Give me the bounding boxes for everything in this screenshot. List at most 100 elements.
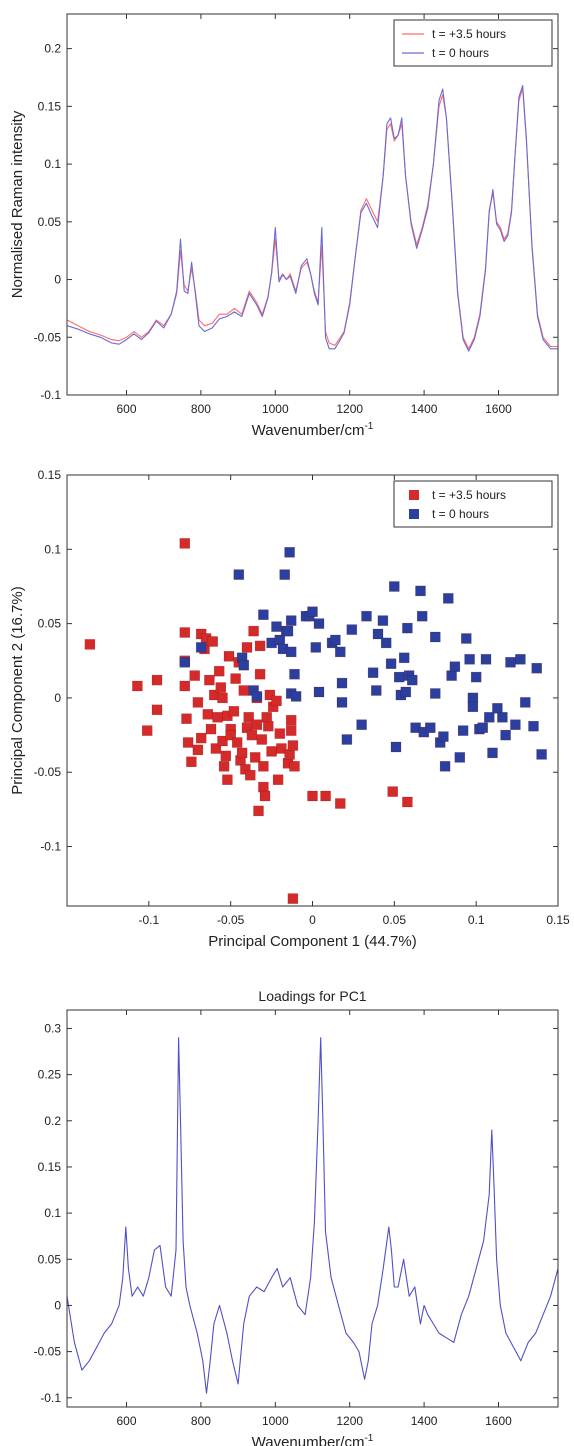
x-tick-label: 600 [116,402,136,416]
scatter-point-series2 [346,624,358,635]
scatter-point-series2 [528,720,539,732]
scatter-point-series2 [415,585,426,597]
legend-box [393,19,553,67]
chart-3-plot-area [66,1037,559,1394]
y-tick-label: -0.05 [34,765,62,779]
scatter-point-series2 [356,719,367,730]
chart-3: 600 800 1000 1200 1400 1600 -0.1 -0.05 0 0.05 0.1 0… [34,988,559,1446]
x-tick-label: 1000 [262,402,289,416]
x-tick-label: 0.15 [546,913,570,927]
scatter-point-series2 [439,761,451,772]
scatter-point-series2 [341,734,353,745]
scatter-point-series2 [520,697,531,708]
y-tick-label: 0.2 [44,42,61,56]
scatter-point-series1 [254,640,266,652]
scatter-point-series2 [467,701,479,713]
scatter-point-series2 [497,712,508,723]
scatter-point-series2 [430,688,441,699]
y-tick-label: -0.1 [40,840,61,854]
legend-label: t = +3.5 hours [432,488,506,502]
x-axis-label: Wavenumber/cm-1 [252,1433,374,1446]
x-axis-label: Principal Component 1 (44.7%) [208,933,416,950]
scatter-point-series1 [218,761,230,772]
y-tick-label: -0.05 [34,1345,62,1359]
scatter-point-series2 [430,631,441,643]
scatter-point-series2 [238,659,250,671]
scatter-point-series1 [223,651,235,662]
scatter-point-series1 [253,805,264,817]
scatter-point-series1 [256,734,268,745]
scatter-point-series1 [335,798,346,809]
scatter-point-series1 [258,761,269,772]
series-line-1 [66,1037,559,1394]
y-tick-label: 0.05 [38,617,62,631]
scatter-point-series1 [179,680,191,692]
scatter-point-series1 [263,720,274,732]
scatter-point-series2 [313,618,325,629]
scatter-point-series2 [389,581,400,592]
scatter-point-series2 [425,722,436,733]
scatter-point-series1 [205,723,217,735]
y-tick-label: 0.3 [44,1021,61,1035]
y-tick-label: 0.15 [38,1160,62,1174]
x-tick-label: 800 [191,1414,211,1428]
scatter-point-series1 [285,725,297,736]
scatter-point-series2 [380,637,392,649]
scatter-point-series2 [487,747,498,759]
y-tick-label: -0.1 [40,388,61,402]
y-tick-label: 0.05 [38,215,62,229]
x-tick-label: 0.05 [383,913,407,927]
x-tick-label: 600 [116,1414,136,1428]
scatter-point-series1 [287,740,299,751]
scatter-point-series2 [393,671,405,683]
legend-label: t = 0 hours [432,46,489,60]
y-tick-label: 0 [54,1298,61,1312]
scatter-point-series2 [446,670,457,681]
scatter-point-series1 [179,627,191,638]
scatter-point-series1 [272,774,284,785]
scatter-point-series2 [336,677,348,689]
scatter-point-series1 [228,706,240,717]
y-tick-label: -0.1 [40,1391,61,1405]
y-tick-label: 0.1 [44,542,61,556]
chart-2: -0.1 -0.05 0 0.05 0.1 0.15 -0.1 -0.05 0 0.05 0.1 0.… [9,468,570,950]
scatter-point-series1 [186,756,197,768]
scatter-point-series2 [284,547,295,558]
scatter-point-series1 [258,781,269,793]
scatter-point-series1 [179,538,191,549]
scatter-point-series1 [212,712,223,723]
scatter-point-series2 [515,654,526,665]
scatter-point-series2 [443,593,454,604]
legend-box [393,480,553,528]
y-tick-label: 0 [54,273,61,287]
scatter-point-series2 [400,686,412,698]
scatter-point-series2 [372,628,384,640]
scatter-point-series1 [192,744,204,756]
x-tick-label: 1200 [336,402,363,416]
scatter-point-series1 [251,719,263,730]
scatter-point-series2 [307,606,318,617]
scatter-point-series1 [210,743,222,754]
scatter-point-series2 [470,671,482,683]
y-tick-label: 0.2 [44,1114,61,1128]
scatter-point-series2 [416,610,428,622]
scatter-point-series1 [182,737,194,748]
scatter-point-series2 [480,654,492,665]
scatter-point-series2 [313,686,325,698]
plot-frame [66,13,559,396]
scatter-point-series2 [467,692,479,704]
y-axis-label: Normalised Raman intensity [9,110,26,298]
scatter-point-series2 [484,712,495,723]
scatter-point-series1 [238,685,250,696]
x-tick-label: -0.05 [217,913,245,927]
y-tick-label: -0.05 [34,330,62,344]
scatter-point-series1 [264,689,276,701]
scatter-point-series2 [310,642,322,653]
scatter-point-series1 [215,682,227,693]
y-tick-label: 0.05 [38,1252,62,1266]
series-line-2 [66,85,558,352]
scatter-point-series1 [132,680,143,692]
scatter-point-series1 [195,732,207,744]
scatter-point-series1 [284,749,295,760]
